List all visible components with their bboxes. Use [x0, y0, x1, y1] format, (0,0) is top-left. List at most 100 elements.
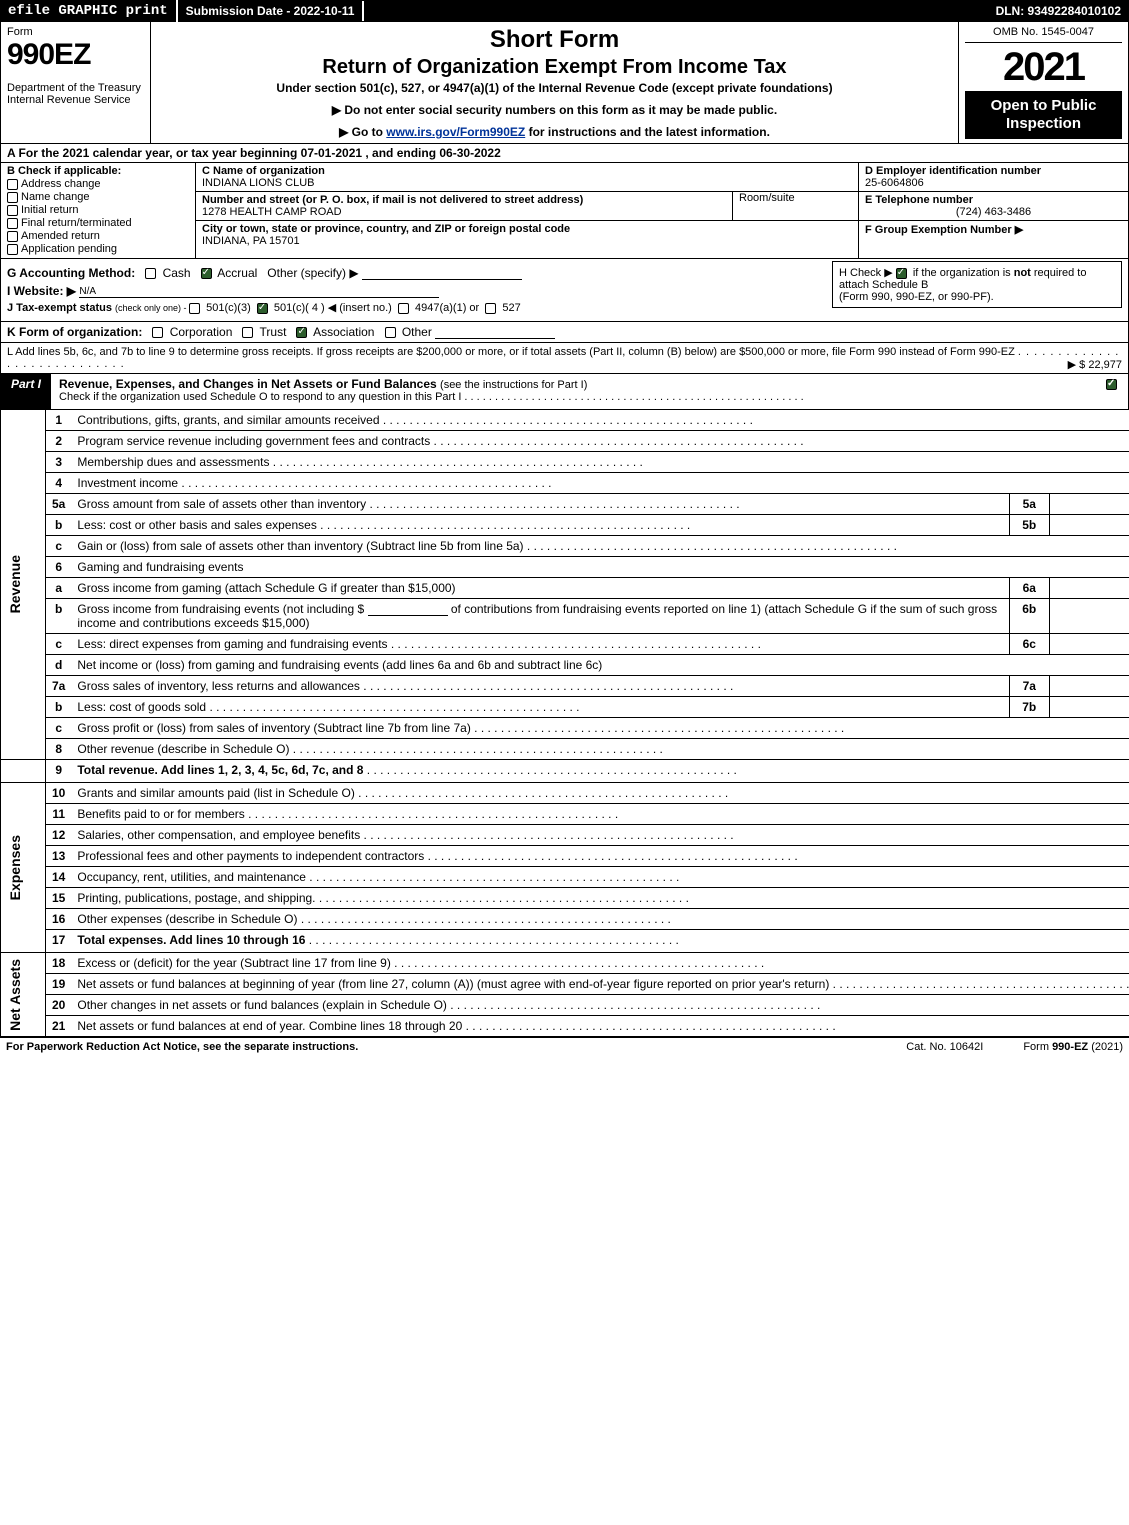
chk-final-return[interactable]: Final return/terminated — [7, 217, 189, 229]
chk-527[interactable] — [485, 303, 496, 314]
row-a-tax-year: A For the 2021 calendar year, or tax yea… — [0, 144, 1129, 163]
dept-treasury: Department of the Treasury Internal Reve… — [7, 82, 144, 106]
foot-form: Form 990-EZ (2021) — [1023, 1041, 1123, 1053]
line15-desc: Printing, publications, postage, and shi… — [77, 891, 315, 905]
chk-application-pending[interactable]: Application pending — [7, 243, 189, 255]
line20-desc: Other changes in net assets or fund bala… — [77, 998, 447, 1012]
section-ghij: H Check ▶ if the organization is not req… — [0, 259, 1129, 322]
part1-table: Revenue 1 Contributions, gifts, grants, … — [0, 410, 1129, 1037]
line1-desc: Contributions, gifts, grants, and simila… — [77, 413, 379, 427]
line6b-amt: 14,675 — [1049, 599, 1129, 634]
col-def: D Employer identification number 25-6064… — [858, 163, 1128, 258]
chk-501c3[interactable] — [189, 303, 200, 314]
dln: DLN: 93492284010102 — [988, 1, 1129, 21]
chk-trust[interactable] — [242, 327, 253, 338]
line7c-desc: Gross profit or (loss) from sales of inv… — [77, 721, 470, 735]
part1-num: Part I — [1, 374, 51, 409]
inst-pre: ▶ Go to — [339, 125, 386, 139]
row-l: L Add lines 5b, 6c, and 7b to line 9 to … — [0, 343, 1129, 374]
chk-accrual[interactable] — [201, 268, 212, 279]
org-street: 1278 HEALTH CAMP ROAD — [202, 206, 342, 218]
j-label: J Tax-exempt status — [7, 302, 115, 314]
col-c: C Name of organization INDIANA LIONS CLU… — [196, 163, 858, 258]
omb-number: OMB No. 1545-0047 — [965, 26, 1122, 43]
title-short-form: Short Form — [157, 26, 952, 54]
chk-initial-return[interactable]: Initial return — [7, 204, 189, 216]
chk-4947[interactable] — [398, 303, 409, 314]
efile-label[interactable]: efile GRAPHIC print — [0, 0, 178, 22]
line6b-input[interactable] — [368, 615, 448, 616]
suite-label: Room/suite — [739, 192, 795, 204]
submission-date: Submission Date - 2022-10-11 — [178, 1, 365, 21]
page-footer: For Paperwork Reduction Act Notice, see … — [0, 1037, 1129, 1056]
website-val: N/A — [79, 286, 96, 297]
line5a-desc: Gross amount from sale of assets other t… — [77, 497, 366, 511]
header-mid: Short Form Return of Organization Exempt… — [151, 22, 958, 143]
line12-desc: Salaries, other compensation, and employ… — [77, 828, 360, 842]
chk-corp[interactable] — [152, 327, 163, 338]
line16-desc: Other expenses (describe in Schedule O) — [77, 912, 297, 926]
line6b-desc1: Gross income from fundraising events (no… — [77, 602, 364, 616]
chk-cash[interactable] — [145, 268, 156, 279]
org-city: INDIANA, PA 15701 — [202, 235, 300, 247]
top-blackbar: efile GRAPHIC print Submission Date - 20… — [0, 0, 1129, 22]
part1-sub: Check if the organization used Schedule … — [59, 391, 461, 403]
inst-post: for instructions and the latest informat… — [525, 125, 770, 139]
part1-header: Part I Revenue, Expenses, and Changes in… — [0, 374, 1129, 410]
title-return: Return of Organization Exempt From Incom… — [157, 56, 952, 79]
g-other-input[interactable] — [362, 279, 522, 280]
chk-h[interactable] — [896, 268, 907, 279]
chk-address-change[interactable]: Address change — [7, 178, 189, 190]
line14-desc: Occupancy, rent, utilities, and maintena… — [77, 870, 306, 884]
l-text: L Add lines 5b, 6c, and 7b to line 9 to … — [7, 346, 1015, 358]
line19-desc: Net assets or fund balances at beginning… — [77, 977, 829, 991]
line11-desc: Benefits paid to or for members — [77, 807, 244, 821]
col-b-label: B Check if applicable: — [7, 165, 189, 177]
h-not: not — [1014, 267, 1031, 279]
org-name: INDIANA LIONS CLUB — [202, 177, 314, 189]
chk-name-change[interactable]: Name change — [7, 191, 189, 203]
side-expenses: Expenses — [1, 783, 46, 953]
line5c-desc: Gain or (loss) from sale of assets other… — [77, 539, 523, 553]
tax-year: 2021 — [965, 47, 1122, 87]
line10-desc: Grants and similar amounts paid (list in… — [77, 786, 354, 800]
l-amount: ▶ $ 22,977 — [1068, 358, 1122, 371]
chk-501c[interactable] — [257, 303, 268, 314]
line6c-desc: Less: direct expenses from gaming and fu… — [77, 637, 387, 651]
g-label: G Accounting Method: — [7, 266, 135, 280]
e-phone: (724) 463-3486 — [865, 206, 1122, 218]
line6a-desc: Gross income from gaming (attach Schedul… — [77, 581, 455, 595]
line17-desc: Total expenses. Add lines 10 through 16 — [77, 933, 305, 947]
irs-link[interactable]: www.irs.gov/Form990EZ — [386, 125, 525, 139]
section-bcdef: B Check if applicable: Address change Na… — [0, 163, 1129, 259]
e-phone-label: E Telephone number — [865, 194, 973, 206]
chk-amended-return[interactable]: Amended return — [7, 230, 189, 242]
header-right: OMB No. 1545-0047 2021 Open to Public In… — [958, 22, 1128, 143]
line21-desc: Net assets or fund balances at end of ye… — [77, 1019, 462, 1033]
line6a-amt: 157 — [1049, 578, 1129, 599]
line9-desc: Total revenue. Add lines 1, 2, 3, 4, 5c,… — [77, 763, 363, 777]
foot-cat: Cat. No. 10642I — [906, 1041, 983, 1053]
i-label: I Website: ▶ — [7, 284, 76, 298]
side-netassets: Net Assets — [1, 953, 46, 1037]
part1-title: Revenue, Expenses, and Changes in Net As… — [59, 377, 440, 391]
row-k: K Form of organization: Corporation Trus… — [0, 322, 1129, 343]
line13-desc: Professional fees and other payments to … — [77, 849, 424, 863]
d-ein: 25-6064806 — [865, 177, 924, 189]
line5a-amt: 4,892 — [1049, 494, 1129, 515]
row-h-box: H Check ▶ if the organization is not req… — [832, 261, 1122, 308]
line7b-desc: Less: cost of goods sold — [77, 700, 206, 714]
line6c-amt: 10,941 — [1049, 634, 1129, 655]
line18-desc: Excess or (deficit) for the year (Subtra… — [77, 956, 390, 970]
chk-schedule-o[interactable] — [1106, 379, 1117, 390]
line4-desc: Investment income — [77, 476, 178, 490]
line7a-desc: Gross sales of inventory, less returns a… — [77, 679, 360, 693]
line8-desc: Other revenue (describe in Schedule O) — [77, 742, 289, 756]
chk-other-org[interactable] — [385, 327, 396, 338]
k-other-input[interactable] — [435, 338, 555, 339]
form-header: Form 990EZ Department of the Treasury In… — [0, 22, 1129, 144]
header-left: Form 990EZ Department of the Treasury In… — [1, 22, 151, 143]
instruction-goto: ▶ Go to www.irs.gov/Form990EZ for instru… — [157, 125, 952, 139]
col-b: B Check if applicable: Address change Na… — [1, 163, 196, 258]
chk-assoc[interactable] — [296, 327, 307, 338]
